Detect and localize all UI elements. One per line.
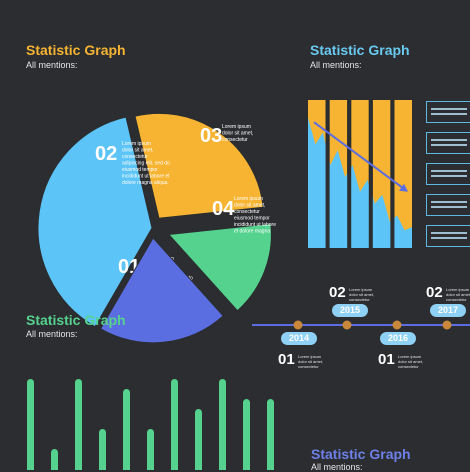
legend-text-line xyxy=(431,108,467,110)
pie-slice-text: consectetur xyxy=(222,137,248,143)
column-bar xyxy=(195,409,202,470)
timeline-dot xyxy=(293,320,303,330)
pie-slice-02 xyxy=(134,112,264,219)
column-bar xyxy=(147,429,154,470)
pie-slice-text: consectetur xyxy=(122,154,148,160)
column-bar xyxy=(27,379,34,470)
area-graph-title: Statistic Graph xyxy=(310,42,410,58)
legend-text-line xyxy=(431,232,467,234)
pie-slice-text: et dolore magna xyxy=(234,229,270,235)
pie-slice-number: 04 xyxy=(212,198,235,220)
column-bar xyxy=(267,399,274,470)
legend-item xyxy=(426,132,470,154)
legend-text-line xyxy=(431,139,467,141)
pie-slice-text: incididunt ut labore et xyxy=(122,174,170,180)
column-chart xyxy=(27,379,274,470)
legend-item xyxy=(426,101,470,123)
pie-slice-03 xyxy=(167,223,272,312)
area-series xyxy=(308,117,412,248)
timeline-number: 01 xyxy=(278,351,295,368)
legend-item xyxy=(426,225,470,247)
timeline xyxy=(252,320,470,330)
pie-slice-text: dolor sit amet, xyxy=(234,203,265,209)
area-column-bg xyxy=(394,100,412,248)
legend-text-line xyxy=(431,170,467,172)
pie-slice-text: adipiscing elit, sed do xyxy=(122,161,170,167)
timeline-year-badge: 2016 xyxy=(380,332,417,345)
timeline-number: 02 xyxy=(426,284,443,301)
area-column-gap xyxy=(390,100,395,248)
timeline-text: Lorem ipsum dolor sit amet, consectetur xyxy=(398,354,424,369)
pie-slice-text: eiusmod tempor xyxy=(122,167,158,173)
pie-slice-text: eiusmod tempor xyxy=(234,216,270,222)
column-bar xyxy=(243,399,250,470)
column-bar xyxy=(171,379,178,470)
pie-slice-04 xyxy=(99,237,224,344)
legend-text-line xyxy=(431,201,467,203)
area-graph-subtitle: All mentions: xyxy=(310,60,362,70)
column-bar xyxy=(123,389,130,470)
pie-slice-text: consectetur xyxy=(234,209,260,215)
area-column-gap xyxy=(368,100,373,248)
pie-graph-title: Statistic Graph xyxy=(26,42,126,58)
timeline-dot xyxy=(342,320,352,330)
trend-arrow-icon xyxy=(399,183,408,192)
timeline-dot xyxy=(442,320,452,330)
pie-slice-text: Lorem ipsum xyxy=(222,124,251,130)
pie-slice-number: 03 xyxy=(200,125,222,147)
pie-graph-subtitle: All mentions: xyxy=(26,60,78,70)
legend-item xyxy=(426,163,470,185)
area-column-gap xyxy=(347,100,352,248)
area-column-gap xyxy=(325,100,330,248)
trend-line xyxy=(313,121,405,190)
timeline-number: 02 xyxy=(329,284,346,301)
timeline-number: 01 xyxy=(378,351,395,368)
column-graph-subtitle: All mentions: xyxy=(26,329,78,339)
pie-slice-text: Lorem ipsum xyxy=(234,196,263,202)
legend-item xyxy=(426,194,470,216)
pie-slice-01 xyxy=(37,116,153,328)
legend-text-line xyxy=(431,237,467,239)
area-column-chart xyxy=(308,100,412,248)
timeline-year-badge: 2014 xyxy=(281,332,318,345)
column-bar xyxy=(75,379,82,470)
column-graph-title: Statistic Graph xyxy=(26,312,126,328)
pie-slice-text: incididunt ut labore xyxy=(234,222,276,228)
pie-slice-text: dolor sit amet, xyxy=(222,131,253,137)
pie-slice-number: 02 xyxy=(95,143,117,165)
legend-text-line xyxy=(431,206,467,208)
bottom-graph-subtitle: All mentions: xyxy=(311,462,363,472)
timeline-year-badge: 2017 xyxy=(430,304,467,317)
timeline-text: Lorem ipsum dolor sit amet, consectetur xyxy=(298,354,324,369)
legend-text-line xyxy=(431,113,467,115)
column-bar xyxy=(99,429,106,470)
pie-slice-text: dolor sit amet, xyxy=(122,148,153,154)
pie-slice-text: dolore magna aliqua. xyxy=(122,180,169,186)
timeline-text: Lorem ipsum dolor sit amet, consectetur xyxy=(349,287,375,302)
column-bar xyxy=(51,449,58,470)
column-bar xyxy=(219,379,226,470)
legend-text-line xyxy=(431,144,467,146)
pie-slice-text: Lorem ipsum xyxy=(122,141,151,147)
timeline-text: Lorem ipsum dolor sit amet, consectetur xyxy=(446,287,470,302)
bottom-graph-title: Statistic Graph xyxy=(311,446,411,462)
timeline-dot xyxy=(392,320,402,330)
legend-text-line xyxy=(431,175,467,177)
timeline-year-badge: 2015 xyxy=(332,304,369,317)
